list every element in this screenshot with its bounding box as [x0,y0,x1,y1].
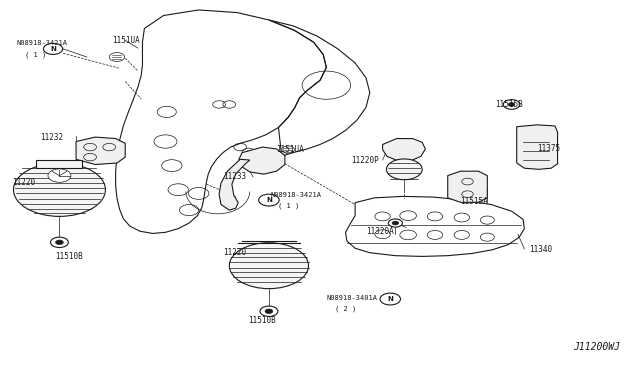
Circle shape [503,100,520,109]
Polygon shape [383,138,426,161]
Text: ( 1 ): ( 1 ) [278,202,300,209]
Circle shape [44,43,63,54]
Polygon shape [219,159,250,210]
Text: N08918-3421A: N08918-3421A [270,192,321,198]
Text: 11510B: 11510B [55,252,83,261]
Polygon shape [239,147,285,174]
Polygon shape [448,171,487,202]
Circle shape [508,103,515,106]
Text: 11220: 11220 [12,178,35,187]
Text: 1151UA: 1151UA [113,36,140,45]
Circle shape [260,306,278,317]
Text: 11515B: 11515B [495,100,524,109]
Polygon shape [36,160,83,168]
Text: ( 1 ): ( 1 ) [25,51,46,58]
Circle shape [48,169,71,182]
Text: 11340: 11340 [529,244,552,253]
Circle shape [259,194,279,206]
Text: 11320A: 11320A [366,227,394,236]
Text: N: N [387,296,393,302]
Polygon shape [76,137,125,164]
Circle shape [229,243,308,289]
Circle shape [51,237,68,247]
Circle shape [265,309,273,314]
Circle shape [392,221,399,225]
Circle shape [380,293,401,305]
Text: N: N [50,46,56,52]
Circle shape [387,159,422,180]
Text: 11233: 11233 [223,172,246,181]
Circle shape [56,240,63,244]
Text: J11200WJ: J11200WJ [573,342,620,352]
Text: 11375: 11375 [537,144,560,153]
Text: 1151UA: 1151UA [276,145,305,154]
Text: 11510B: 11510B [248,316,276,325]
Text: ( 2 ): ( 2 ) [335,305,356,312]
Text: 11220P: 11220P [351,155,378,164]
Circle shape [109,52,125,61]
Text: 11220: 11220 [223,248,246,257]
Text: 11515A: 11515A [461,197,488,206]
Text: 11232: 11232 [40,133,63,142]
Circle shape [388,219,403,227]
Circle shape [13,163,106,217]
Text: N08918-3421A: N08918-3421A [17,40,68,46]
Text: N: N [266,197,272,203]
Circle shape [282,146,294,153]
Text: N08918-3401A: N08918-3401A [326,295,378,301]
Polygon shape [516,125,557,169]
